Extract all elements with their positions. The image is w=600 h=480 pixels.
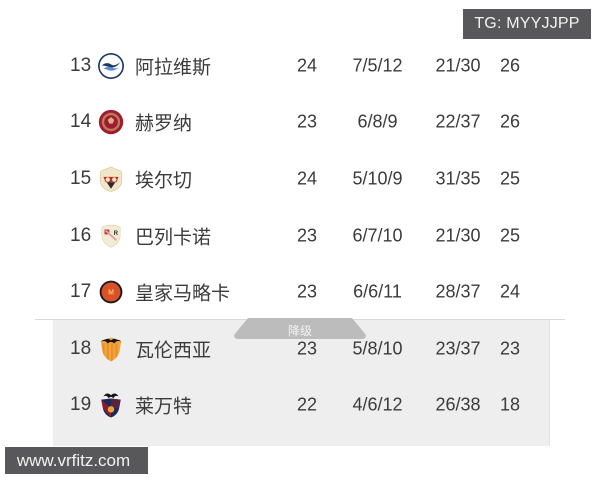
svg-text:M: M <box>108 290 114 297</box>
svg-text:R: R <box>114 230 119 236</box>
